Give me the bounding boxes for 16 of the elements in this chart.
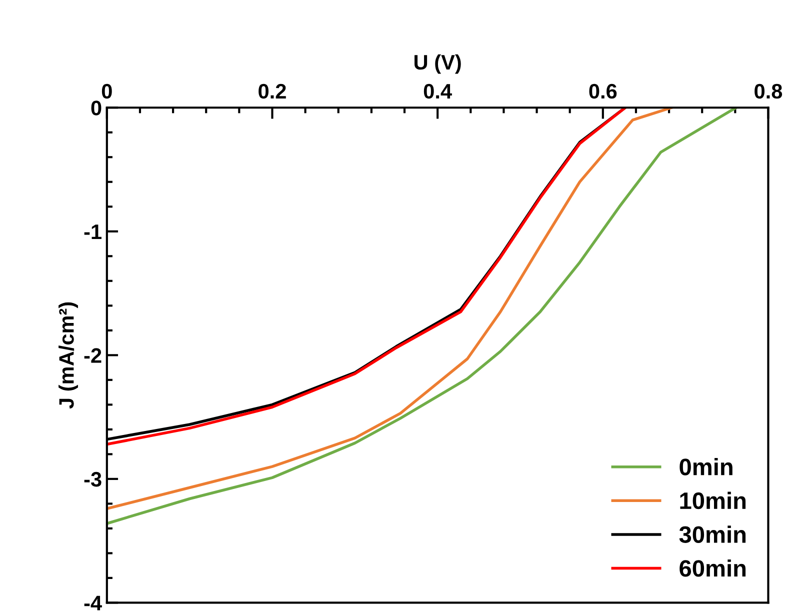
y-tick-label: -1 — [84, 224, 102, 239]
y-tick-label: 0 — [91, 100, 102, 116]
y-axis-title: J (mA/cm²) — [58, 302, 78, 409]
x-axis-title: U (V) — [414, 54, 461, 74]
y-tick-label: -2 — [84, 348, 102, 363]
legend-label: 30min — [679, 526, 746, 543]
legend-label: 10min — [680, 492, 746, 510]
x-tick-label: 0.2 — [258, 84, 286, 99]
x-tick-label: 0 — [102, 84, 112, 99]
x-tick-label: 0.6 — [589, 84, 617, 99]
legend-label: 0min — [680, 458, 732, 476]
legend-label: 60min — [680, 559, 746, 577]
y-tick-label: -3 — [84, 472, 102, 487]
x-tick-label: 0.8 — [754, 84, 782, 99]
y-tick-label: -4 — [84, 596, 102, 610]
x-tick-label: 0.4 — [424, 84, 452, 99]
